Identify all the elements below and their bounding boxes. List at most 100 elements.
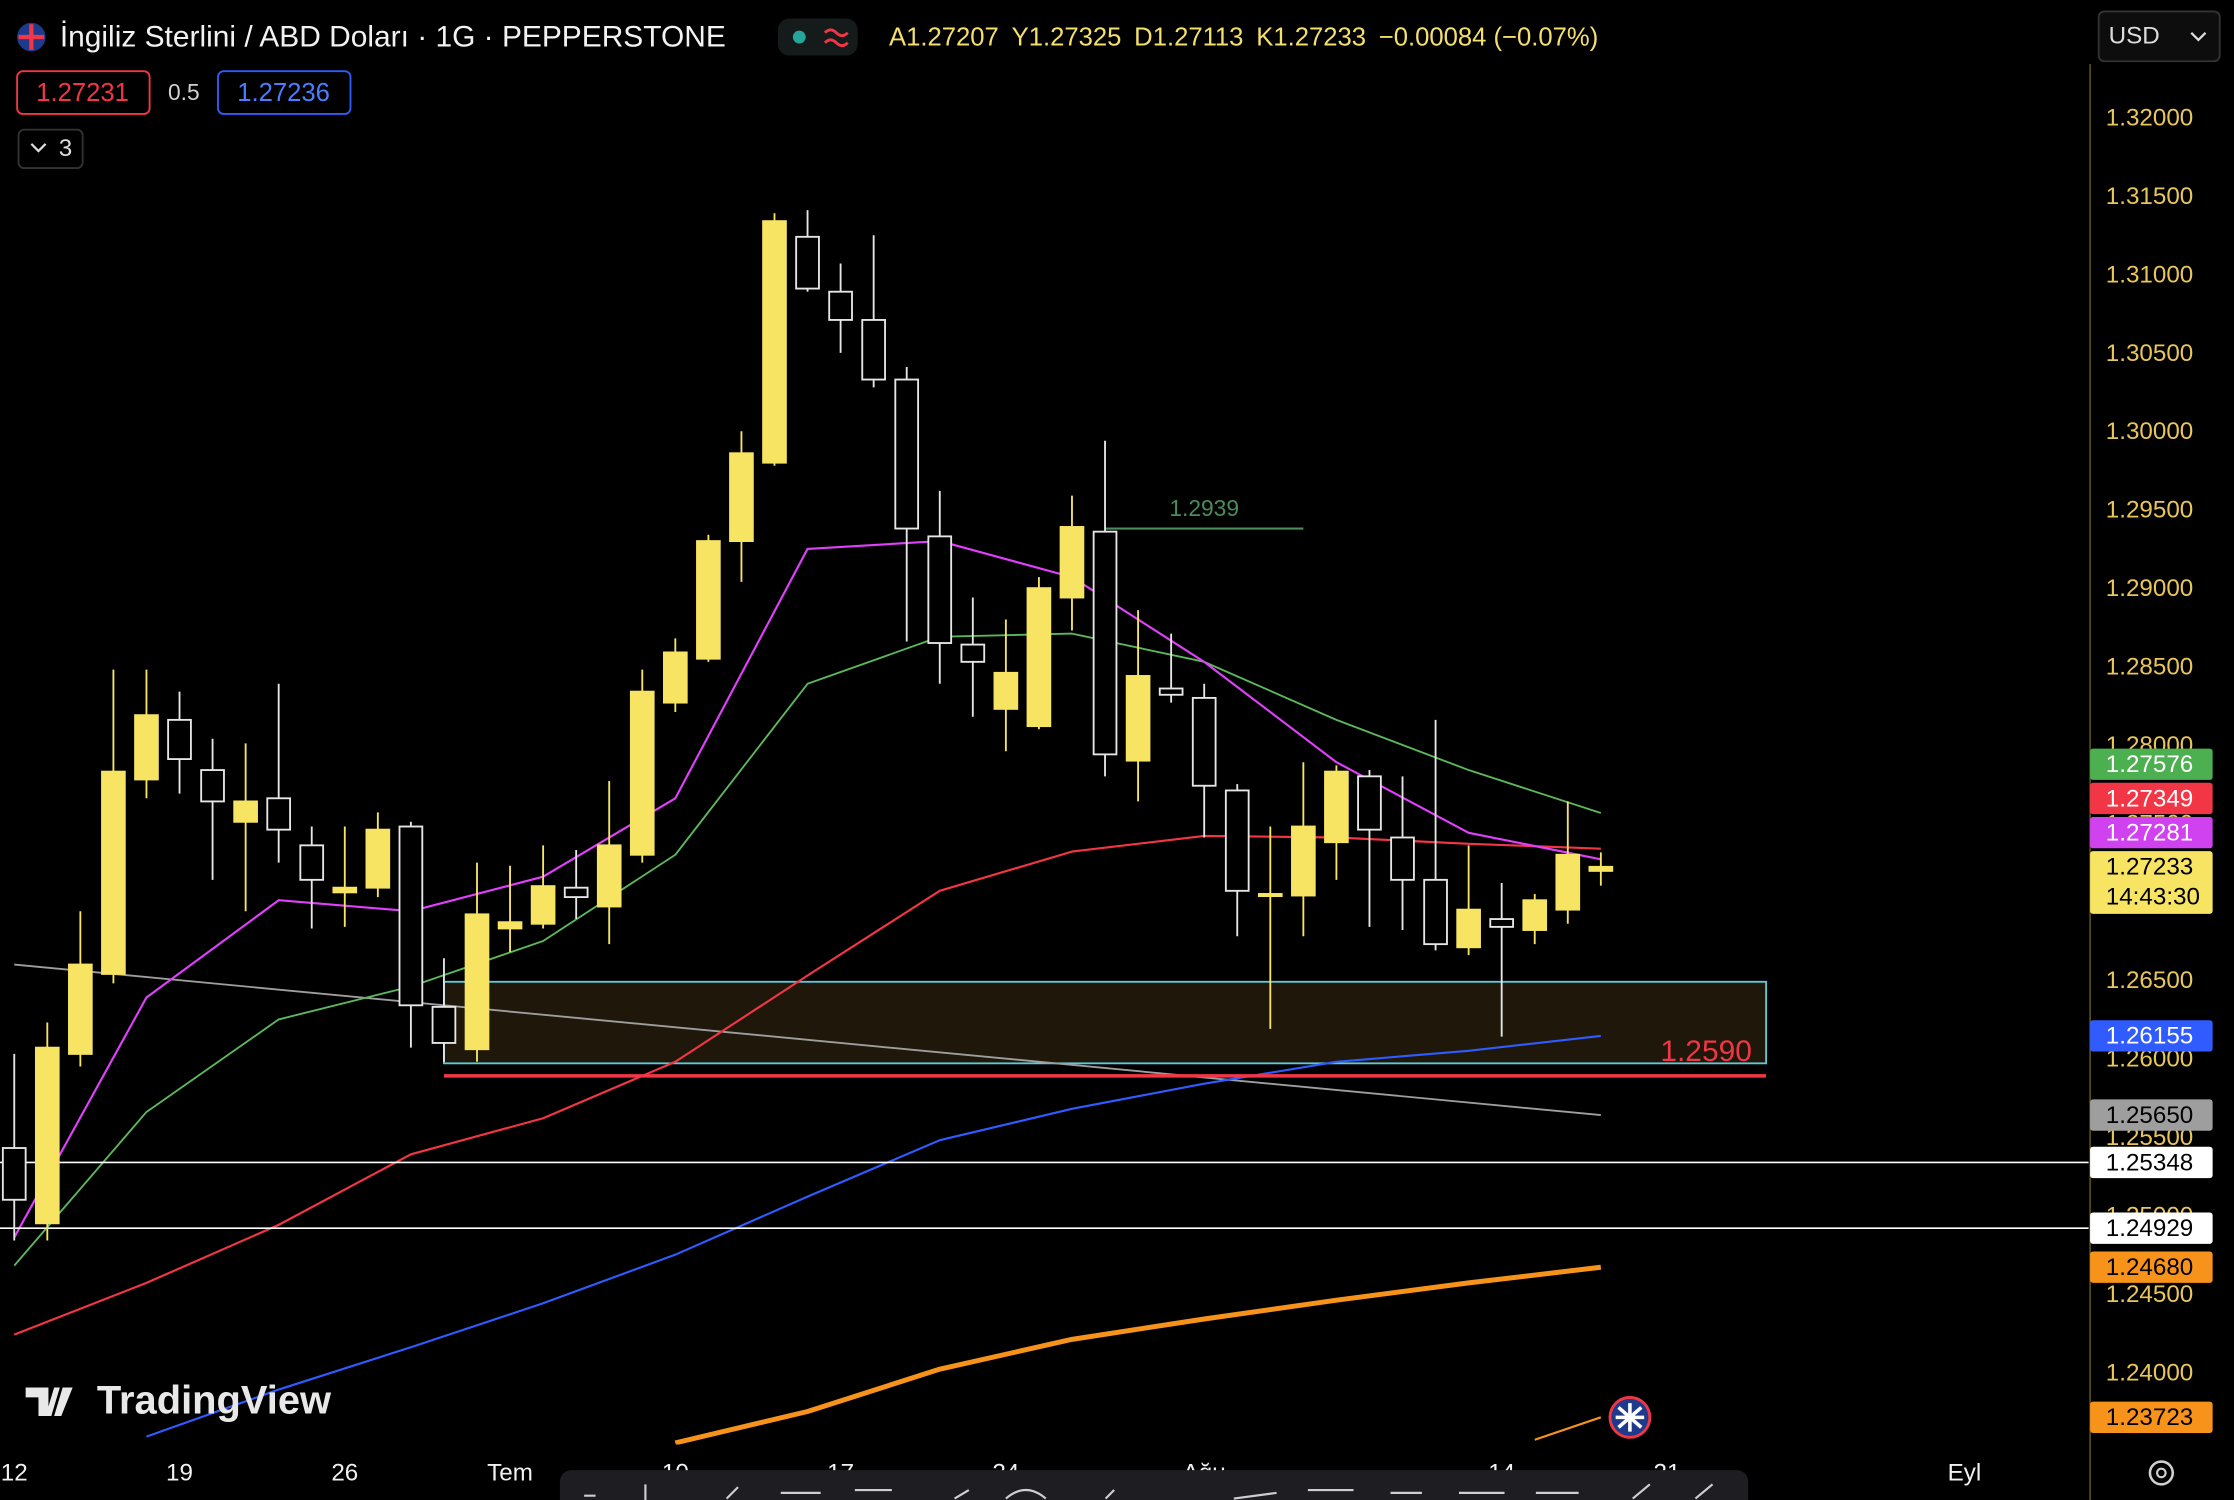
- y-tick-label: 1.29000: [2106, 575, 2194, 602]
- ohlc: A1.27207 Y1.27325 D1.27113 K1.27233 −0.0…: [889, 23, 1598, 51]
- candle-body: [34, 1046, 60, 1225]
- candle-body: [795, 235, 820, 290]
- price-axis: 1.240001.245001.250001.255001.260001.265…: [2090, 105, 2213, 1433]
- candle-body: [894, 378, 920, 530]
- candle-body: [266, 797, 292, 831]
- sell-button[interactable]: [16, 70, 151, 115]
- toolbar-icons[interactable]: [584, 1483, 1714, 1500]
- indicator-toggle[interactable]: [17, 128, 84, 170]
- candle-body: [993, 671, 1019, 710]
- y-tick-label: 1.26500: [2106, 967, 2194, 994]
- candle-body: [1257, 893, 1283, 898]
- candle-body: [861, 319, 886, 381]
- x-tick-label: Eyl: [1948, 1460, 1982, 1487]
- x-tick-label: 12: [1, 1460, 28, 1487]
- candle-body: [729, 452, 754, 543]
- candle-body: [101, 770, 126, 975]
- price-badge: [2090, 782, 2213, 815]
- price-badge: [2090, 1401, 2213, 1433]
- toolbar: [559, 1470, 1749, 1500]
- price-badge-label: 1.27576: [2106, 751, 2194, 778]
- candle-body: [596, 844, 622, 908]
- candle-body: [332, 886, 358, 894]
- candle-body: [1158, 687, 1184, 696]
- candle-body: [1291, 825, 1316, 897]
- price-badge-label: 1.25348: [2106, 1149, 2194, 1176]
- status-dot: [792, 30, 806, 44]
- candle-body: [1489, 918, 1515, 928]
- candle-body: [1390, 836, 1415, 881]
- x-tick-label: Tem: [487, 1460, 533, 1487]
- y-tick-label: 1.24000: [2106, 1359, 2194, 1386]
- candle-body: [530, 885, 556, 925]
- plot-area: 1.2590 1.2939: [0, 210, 2089, 1445]
- gear: [2148, 1460, 2175, 1486]
- y-tick-label: 1.29500: [2106, 497, 2194, 524]
- price-badge: [2090, 1146, 2213, 1179]
- sell-price: 1.27231: [36, 79, 129, 107]
- currency-select[interactable]: [2097, 10, 2221, 63]
- price-badge-label: 1.26155: [2106, 1023, 2194, 1050]
- candle-body: [563, 886, 589, 899]
- candle-body: [431, 1005, 457, 1044]
- line-label: 1.2590: [1660, 1035, 1751, 1068]
- candle-body: [1224, 789, 1250, 892]
- price-badge: [2090, 1251, 2213, 1283]
- line-label: 1.2939: [1169, 495, 1239, 521]
- price-badge: [2090, 748, 2213, 780]
- x-tick-label: 19: [166, 1460, 193, 1487]
- candle-body: [299, 844, 325, 881]
- candle-body: [1555, 853, 1581, 911]
- y-tick-label: 1.31500: [2106, 183, 2194, 210]
- logo-mark: [25, 1387, 73, 1416]
- candle-body: [1026, 587, 1052, 728]
- candle-body: [398, 825, 424, 1007]
- price-badge-label: 1.27349: [2106, 785, 2194, 812]
- price-badge-label: 1.27233: [2106, 854, 2194, 881]
- status-pill[interactable]: [777, 18, 858, 56]
- buy-price: 1.27236: [237, 79, 330, 107]
- candle-body: [134, 714, 159, 781]
- candle-body: [1125, 675, 1151, 762]
- indicator-line: [13, 632, 1602, 1267]
- price-badge: [2090, 1212, 2213, 1244]
- ohlc-change: −0.00084 (−0.07%): [1379, 23, 1598, 51]
- ohlc-key: Y: [1012, 23, 1029, 51]
- y-tick-label: 1.24500: [2106, 1281, 2194, 1308]
- y-tick-label: 1.30000: [2106, 418, 2194, 445]
- drawing-toolbar: [559, 1470, 1749, 1500]
- candle-body: [464, 913, 490, 1051]
- candle-body: [1522, 899, 1548, 931]
- candle-body: [365, 828, 391, 889]
- ohlc-key: A: [889, 23, 907, 51]
- indicator-count: 3: [59, 135, 72, 162]
- ohlc-open: 1.27207: [906, 23, 999, 51]
- price-badge: [2090, 1020, 2213, 1052]
- candle-body: [1092, 530, 1118, 756]
- symbol-icon-cross: [18, 24, 45, 50]
- logo: TradingView: [25, 1379, 332, 1423]
- flag-cross: [1615, 1403, 1645, 1432]
- x-tick-label: 26: [331, 1460, 358, 1487]
- candle-body: [1357, 775, 1382, 831]
- indicator-line: [14, 963, 1601, 1117]
- candle-body: [927, 535, 953, 644]
- candle-body: [1456, 908, 1481, 949]
- candle-body: [629, 690, 655, 856]
- candle-body: [828, 290, 853, 321]
- ohlc-close: 1.27233: [1273, 23, 1366, 51]
- chevron: [2190, 31, 2207, 42]
- candle-body: [762, 220, 787, 464]
- price-badge-label: 1.24680: [2106, 1254, 2194, 1281]
- y-tick-label: 1.31000: [2106, 261, 2194, 288]
- settings[interactable]: [2148, 1460, 2175, 1486]
- candle-body: [1423, 878, 1448, 946]
- buy-button[interactable]: [217, 70, 352, 115]
- zone: [443, 980, 1768, 1065]
- candle-body: [1059, 526, 1085, 599]
- symbol-title: İngiliz Sterlini / ABD Doları · 1G · PEP…: [60, 20, 726, 53]
- indicator-line: [1534, 1416, 1602, 1441]
- candle-body: [1588, 865, 1614, 872]
- y-tick-label: 1.28500: [2106, 654, 2194, 681]
